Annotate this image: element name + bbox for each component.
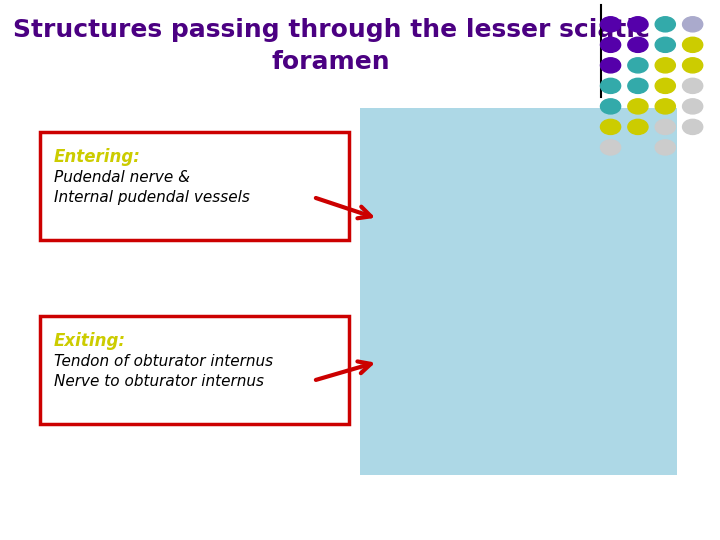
- Text: Pudendal nerve &
Internal pudendal vessels: Pudendal nerve & Internal pudendal vesse…: [54, 170, 250, 205]
- Text: foramen: foramen: [272, 50, 390, 74]
- Circle shape: [628, 58, 648, 73]
- Circle shape: [628, 119, 648, 134]
- Circle shape: [655, 17, 675, 32]
- Circle shape: [600, 119, 621, 134]
- FancyBboxPatch shape: [40, 132, 349, 240]
- FancyBboxPatch shape: [40, 316, 349, 424]
- Text: Entering:: Entering:: [54, 148, 141, 166]
- Circle shape: [655, 78, 675, 93]
- Circle shape: [683, 119, 703, 134]
- Circle shape: [683, 37, 703, 52]
- Circle shape: [628, 17, 648, 32]
- Circle shape: [683, 78, 703, 93]
- Text: Structures passing through the lesser sciatic: Structures passing through the lesser sc…: [13, 18, 649, 42]
- Circle shape: [600, 99, 621, 114]
- Circle shape: [600, 140, 621, 155]
- Circle shape: [655, 140, 675, 155]
- Circle shape: [628, 99, 648, 114]
- Circle shape: [655, 99, 675, 114]
- FancyBboxPatch shape: [360, 108, 677, 475]
- Circle shape: [600, 37, 621, 52]
- Circle shape: [683, 17, 703, 32]
- Circle shape: [683, 58, 703, 73]
- Circle shape: [628, 78, 648, 93]
- Text: Exiting:: Exiting:: [54, 332, 126, 350]
- Circle shape: [628, 37, 648, 52]
- Text: Tendon of obturator internus
Nerve to obturator internus: Tendon of obturator internus Nerve to ob…: [54, 354, 273, 388]
- Circle shape: [600, 17, 621, 32]
- Circle shape: [655, 58, 675, 73]
- Circle shape: [655, 119, 675, 134]
- Circle shape: [600, 58, 621, 73]
- Circle shape: [683, 99, 703, 114]
- Circle shape: [655, 37, 675, 52]
- Circle shape: [600, 78, 621, 93]
